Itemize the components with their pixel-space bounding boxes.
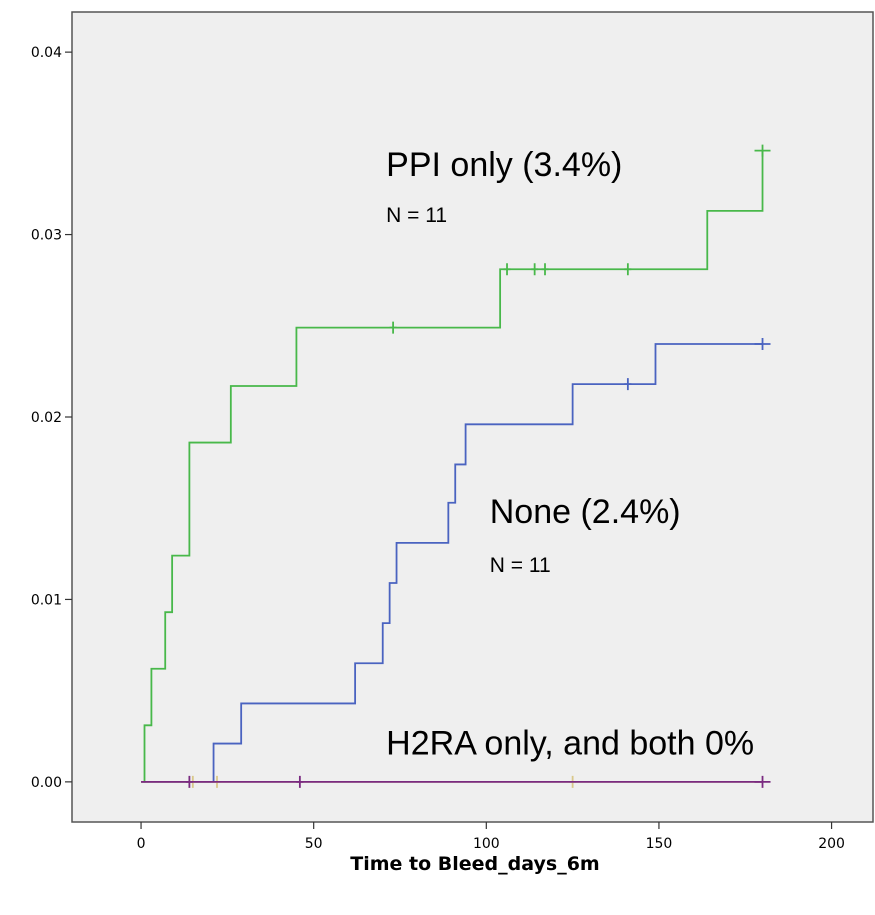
censor-mark-both	[754, 775, 771, 788]
y-tick-label: 0.01	[31, 592, 62, 608]
x-axis: 0 50 100 150 200	[137, 822, 845, 852]
censor-mark-both	[185, 775, 193, 788]
annotation-label: N = 11	[386, 204, 447, 227]
censor-mark-both	[296, 775, 304, 788]
annotation-label: PPI only (3.4%)	[386, 146, 622, 184]
plot-background	[71, 11, 874, 823]
y-tick-label: 0.00	[31, 775, 62, 791]
series-ppi	[141, 144, 771, 783]
censor-mark-ppi	[541, 263, 549, 276]
annotation-label: None (2.4%)	[490, 493, 681, 531]
x-axis-title: Time to Bleed_days_6m	[350, 853, 599, 875]
censor-mark-ppi	[754, 144, 771, 157]
y-tick-label: 0.04	[31, 45, 62, 61]
x-tick-label: 150	[646, 836, 673, 852]
y-tick-label: 0.03	[31, 228, 62, 244]
x-tick-label: 0	[137, 836, 146, 852]
x-tick-label: 50	[305, 836, 323, 852]
censor-mark-none	[624, 378, 632, 391]
censor-mark-ppi	[503, 263, 511, 276]
annotation-label: N = 11	[490, 554, 551, 577]
y-axis: 0.00 0.01 0.02 0.03 0.04	[31, 45, 72, 791]
annotation-layer: PPI only (3.4%) N = 11 None (2.4%) N = 11 H2…	[386, 146, 754, 762]
censor-mark-none	[754, 338, 771, 351]
censor-mark-ppi	[624, 263, 632, 276]
series-both	[141, 775, 771, 788]
x-tick-label: 100	[473, 836, 500, 852]
y-tick-label: 0.02	[31, 410, 62, 426]
series-line-ppi	[141, 150, 764, 783]
annotation-label: H2RA only, and both 0%	[386, 725, 754, 763]
censor-mark-ppi	[531, 263, 539, 276]
series-layer	[141, 144, 771, 788]
series-line-none	[141, 343, 763, 783]
x-tick-label: 200	[818, 836, 845, 852]
censor-mark-ppi	[389, 321, 397, 334]
series-none	[141, 338, 771, 783]
